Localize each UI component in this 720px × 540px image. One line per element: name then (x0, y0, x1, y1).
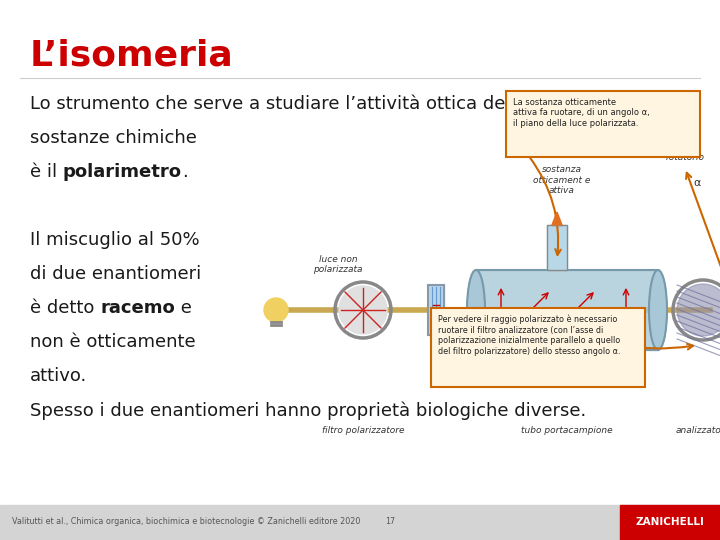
Text: polarimetro: polarimetro (63, 163, 182, 181)
Text: attivo.: attivo. (30, 367, 87, 385)
Text: ZANICHELLI: ZANICHELLI (636, 517, 704, 527)
Text: filtro polarizzatore: filtro polarizzatore (322, 426, 404, 435)
Ellipse shape (649, 270, 667, 350)
Ellipse shape (467, 270, 485, 350)
Text: è il: è il (30, 163, 63, 181)
Text: sostanze chimiche: sostanze chimiche (30, 129, 197, 147)
Text: luce non
polarizzata: luce non polarizzata (313, 255, 363, 274)
Text: Valitutti et al., Chimica organica, biochimica e biotecnologie © Zanichelli edit: Valitutti et al., Chimica organica, bioc… (12, 517, 361, 526)
Text: Spesso i due enantiomeri hanno proprietà biologiche diverse.: Spesso i due enantiomeri hanno proprietà… (30, 401, 586, 420)
Bar (476, 270, 658, 350)
Circle shape (339, 286, 387, 334)
Bar (0, 505, 720, 540)
Text: non è otticamente: non è otticamente (30, 333, 196, 351)
Text: α: α (693, 178, 701, 188)
Text: di due enantiomeri: di due enantiomeri (30, 265, 202, 283)
Bar (547, 225, 567, 270)
Polygon shape (552, 212, 562, 225)
Text: potere
rotatorio: potere rotatorio (665, 143, 704, 163)
Text: La sostanza otticamente
attiva fa ruotare, di un angolo α,
il piano della luce p: La sostanza otticamente attiva fa ruotar… (513, 98, 649, 128)
Circle shape (677, 284, 720, 336)
Bar (428, 285, 444, 335)
FancyBboxPatch shape (506, 91, 700, 157)
FancyBboxPatch shape (431, 308, 645, 387)
Text: tubo portacampione: tubo portacampione (521, 426, 613, 435)
Text: Il miscuglio al 50%: Il miscuglio al 50% (30, 231, 199, 249)
Text: sostanza
otticament e
attiva: sostanza otticament e attiva (534, 165, 590, 195)
Text: Lo strumento che serve a studiare l’attività ottica delle: Lo strumento che serve a studiare l’atti… (30, 95, 527, 113)
Bar (428, 285, 444, 335)
Text: è detto: è detto (30, 299, 100, 317)
Text: .: . (182, 163, 188, 181)
Text: L’isomeria: L’isomeria (30, 38, 234, 72)
Bar (547, 225, 567, 270)
Circle shape (264, 298, 288, 322)
Text: analizzatore: analizzatore (675, 426, 720, 435)
Bar (476, 270, 658, 350)
Text: e: e (175, 299, 192, 317)
Text: racemo: racemo (100, 299, 175, 317)
Text: Per vedere il raggio polarizzato è necessario
ruotare il filtro analizzatore (co: Per vedere il raggio polarizzato è neces… (438, 315, 621, 356)
Bar (620, 505, 720, 540)
Text: 17: 17 (385, 517, 395, 526)
